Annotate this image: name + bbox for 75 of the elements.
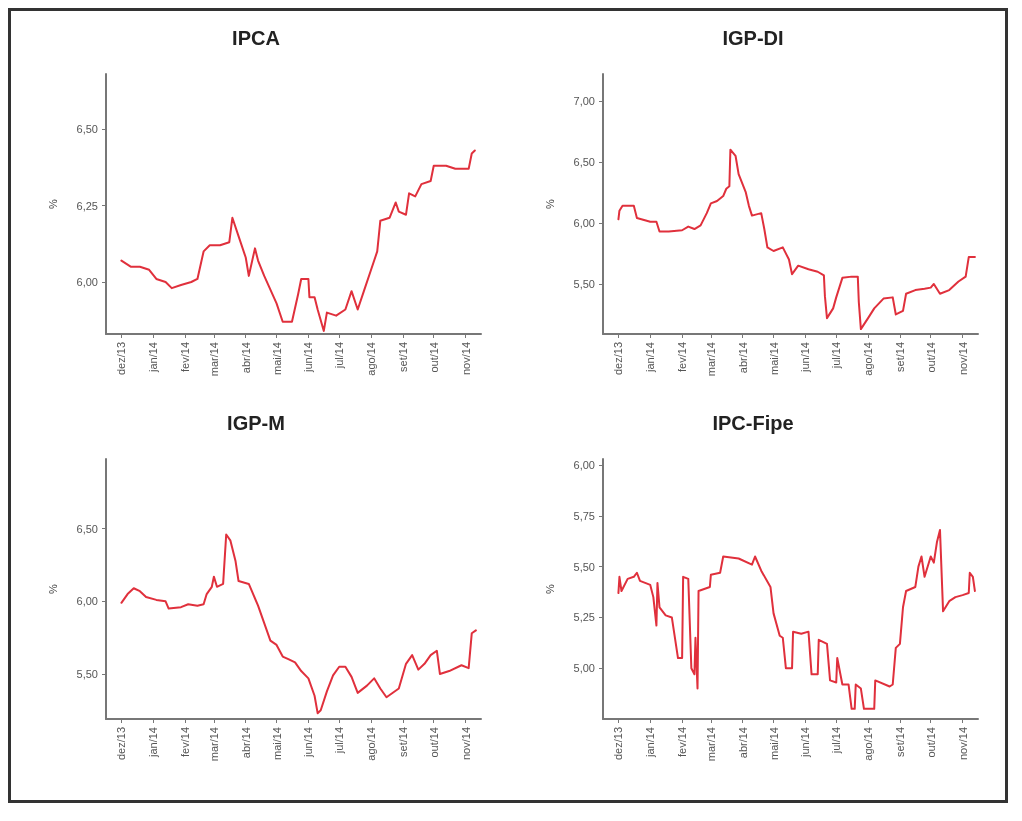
x-tick-label: dez/13 bbox=[612, 342, 625, 376]
y-axis-title: % bbox=[543, 198, 556, 209]
x-tick-label: jul/14 bbox=[830, 342, 843, 370]
x-tick-label: mar/14 bbox=[207, 342, 220, 377]
line-series bbox=[617, 529, 976, 710]
x-tick-label: abr/14 bbox=[239, 727, 252, 759]
y-tick-label: 5,75 bbox=[573, 509, 595, 522]
y-tick-label: 6,25 bbox=[76, 199, 98, 212]
y-axis-title: % bbox=[46, 198, 59, 209]
x-tick-label: out/14 bbox=[924, 342, 937, 373]
x-tick-label: jun/14 bbox=[799, 727, 812, 758]
x-tick-label: nov/14 bbox=[956, 727, 969, 761]
x-tick-label: jan/14 bbox=[644, 342, 657, 373]
x-tick-label: ago/14 bbox=[365, 727, 378, 761]
x-tick-label: mar/14 bbox=[704, 727, 717, 762]
y-axis-title: % bbox=[543, 583, 556, 594]
y-tick-label: 6,50 bbox=[76, 123, 98, 136]
x-tick-label: out/14 bbox=[427, 727, 440, 758]
x-tick-label: set/14 bbox=[893, 342, 906, 372]
x-tick-label: jun/14 bbox=[799, 342, 812, 373]
x-tick-label: abr/14 bbox=[736, 342, 749, 374]
x-tick-label: mai/14 bbox=[270, 342, 283, 376]
x-tick-label: nov/14 bbox=[459, 727, 472, 761]
x-tick-label: jul/14 bbox=[333, 342, 346, 370]
x-tick-label: dez/13 bbox=[115, 342, 128, 376]
y-tick-label: 6,50 bbox=[76, 522, 98, 535]
x-tick-label: mai/14 bbox=[270, 727, 283, 761]
y-tick-label: 6,00 bbox=[76, 276, 98, 288]
y-tick-label: 5,50 bbox=[573, 277, 595, 290]
x-tick-label: ago/14 bbox=[862, 342, 875, 376]
x-tick-label: fev/14 bbox=[676, 342, 689, 372]
x-tick-label: ago/14 bbox=[862, 727, 875, 761]
x-tick-label: jul/14 bbox=[333, 727, 346, 755]
x-tick-label: mar/14 bbox=[704, 342, 717, 377]
x-tick-label: jul/14 bbox=[830, 727, 843, 755]
x-tick-label: set/14 bbox=[396, 727, 409, 757]
line-series bbox=[120, 533, 477, 715]
x-tick-label: set/14 bbox=[893, 727, 906, 757]
x-tick-label: jan/14 bbox=[147, 342, 160, 373]
y-tick-label: 6,00 bbox=[573, 216, 595, 229]
x-tick-label: out/14 bbox=[924, 727, 937, 758]
chart-title: IGP-DI bbox=[722, 27, 784, 49]
y-tick-label: 5,25 bbox=[573, 611, 595, 624]
x-tick-label: mar/14 bbox=[207, 727, 220, 762]
x-tick-label: abr/14 bbox=[736, 727, 749, 759]
x-tick-label: set/14 bbox=[396, 342, 409, 372]
line-series bbox=[120, 149, 476, 332]
x-tick-label: jan/14 bbox=[147, 727, 160, 758]
x-tick-label: abr/14 bbox=[239, 342, 252, 374]
x-tick-label: jun/14 bbox=[302, 342, 315, 373]
y-tick-label: 5,50 bbox=[76, 667, 98, 680]
x-tick-label: dez/13 bbox=[612, 727, 625, 761]
x-tick-label: fev/14 bbox=[676, 727, 689, 757]
chart-title: IPC-Fipe bbox=[712, 412, 794, 434]
y-axis-title: % bbox=[46, 583, 59, 594]
y-tick-label: 5,00 bbox=[573, 662, 595, 675]
y-tick-label: 6,00 bbox=[573, 459, 595, 472]
line-series bbox=[617, 148, 976, 331]
x-tick-label: dez/13 bbox=[115, 727, 128, 761]
x-tick-label: jan/14 bbox=[644, 727, 657, 758]
x-tick-label: fev/14 bbox=[179, 727, 192, 757]
chart-title: IPCA bbox=[232, 27, 280, 49]
x-tick-label: out/14 bbox=[427, 342, 440, 373]
x-tick-label: nov/14 bbox=[956, 342, 969, 376]
x-tick-label: mai/14 bbox=[767, 727, 780, 761]
y-tick-label: 6,50 bbox=[573, 155, 595, 168]
x-tick-label: ago/14 bbox=[365, 342, 378, 376]
x-tick-label: fev/14 bbox=[179, 342, 192, 372]
x-tick-label: nov/14 bbox=[459, 342, 472, 376]
y-tick-label: 6,00 bbox=[76, 595, 98, 608]
x-tick-label: mai/14 bbox=[767, 342, 780, 376]
y-tick-label: 5,50 bbox=[573, 560, 595, 573]
y-tick-label: 7,00 bbox=[573, 94, 595, 107]
chart-title: IGP-M bbox=[227, 412, 285, 434]
x-tick-label: jun/14 bbox=[302, 727, 315, 758]
